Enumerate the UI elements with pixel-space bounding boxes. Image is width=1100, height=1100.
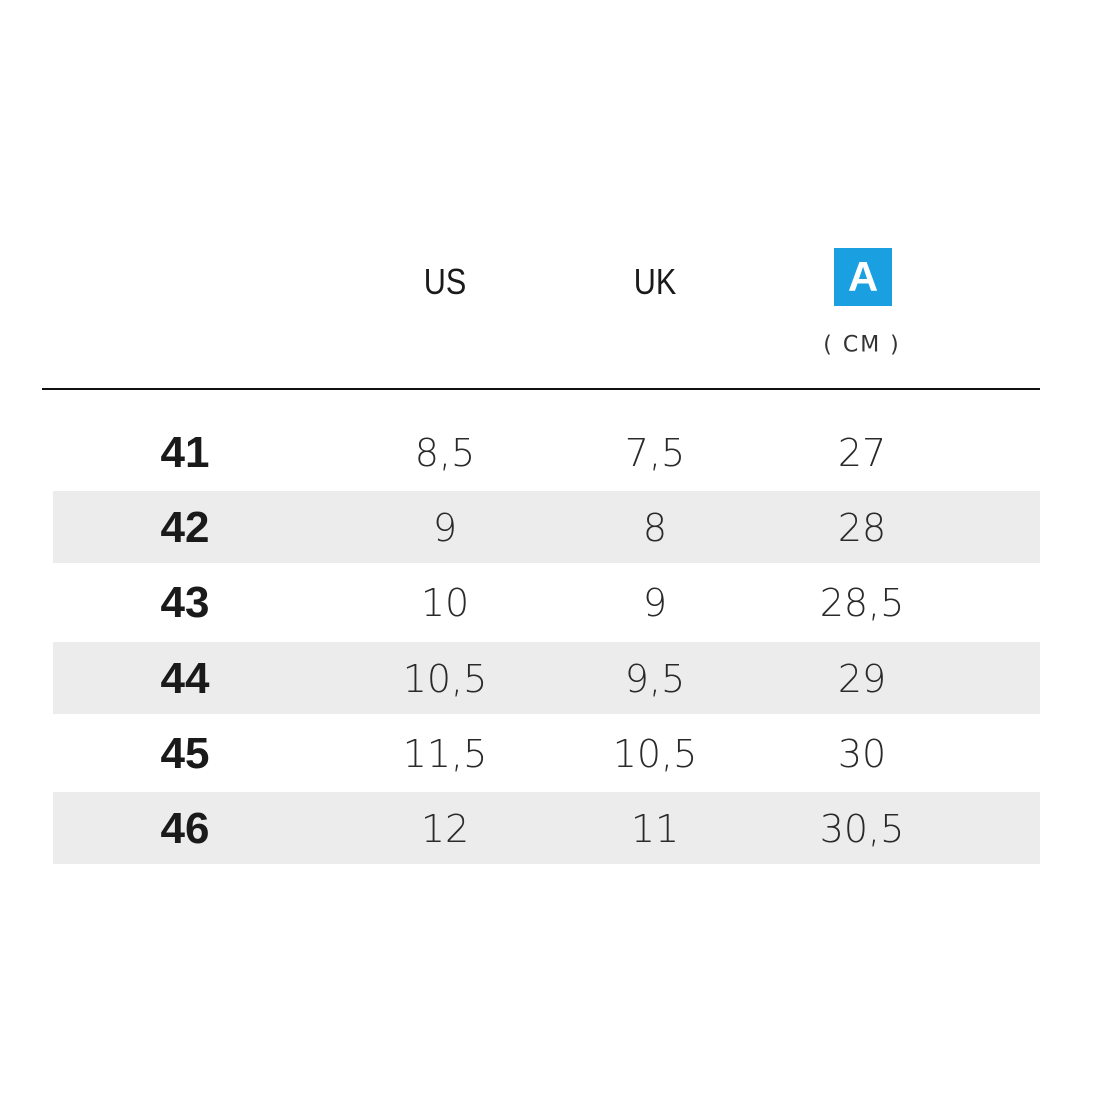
value-cell: 10,5 [402, 656, 488, 701]
value-cell: 8,5 [414, 431, 476, 475]
unit-label: ( CM ) [823, 332, 901, 358]
value-cell: 12 [420, 807, 470, 851]
value-cell: 9,5 [624, 656, 686, 701]
size-cell: 45 [160, 728, 210, 778]
value-cell: 29 [837, 656, 887, 701]
value-cell: 11,5 [402, 731, 488, 776]
size-cell: 41 [160, 428, 210, 477]
value-cell: 28,5 [819, 581, 905, 626]
row-band [53, 491, 1040, 564]
column-header: US [423, 261, 467, 302]
value-cell: 8 [642, 506, 668, 551]
value-cell: 28 [837, 506, 887, 551]
value-cell: 11 [630, 807, 680, 851]
value-cell: 10 [420, 581, 470, 626]
size-cell: 44 [160, 653, 210, 703]
column-badge: A [834, 248, 892, 306]
value-cell: 30,5 [819, 807, 905, 851]
value-cell: 27 [837, 431, 887, 475]
value-cell: 9 [432, 506, 458, 551]
column-header: UK [633, 261, 677, 302]
row-band [53, 641, 1040, 714]
value-cell: 30 [837, 731, 887, 776]
row-band [53, 792, 1040, 864]
value-cell: 9 [642, 581, 668, 626]
header-rule [42, 388, 1040, 390]
size-cell: 43 [160, 578, 210, 628]
size-cell: 42 [160, 503, 210, 553]
size-cell: 46 [160, 804, 210, 853]
value-cell: 10,5 [612, 731, 698, 776]
value-cell: 7,5 [624, 431, 686, 475]
